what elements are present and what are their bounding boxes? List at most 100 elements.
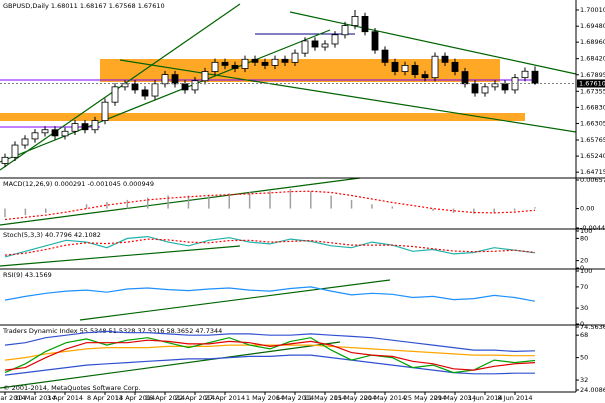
y-tick-label: 0.006574 [580,176,605,184]
candle-body [141,89,149,97]
candle-body [501,83,509,91]
candle-body [351,15,359,26]
candle-body [411,65,419,76]
candle-body [41,129,49,134]
candle-body [311,40,319,48]
candle-body [421,74,429,79]
candle-body [121,83,129,88]
last-price-box [577,79,605,88]
candle-body [191,80,199,91]
x-tick-label: 25 Mar 2014 [0,394,26,402]
pane-title: Traders Dynamic Index 55.5348 51.5328 37… [2,327,222,335]
copyright: © 2001-2014, MetaQuotes Software Corp. [3,384,141,392]
x-tick-label: 22 Apr 2014 [175,394,215,402]
candle-body [291,52,299,63]
y-tick-label: 1.64715 [580,168,605,176]
y-tick-label: 1.70010 [580,6,605,14]
x-tick-label: 13 Apr 2014 [115,394,155,402]
pane-title: RSI(9) 43.1569 [3,271,52,279]
y-tick-label: 74.5636 [580,323,605,331]
y-tick-label: 1.69480 [580,22,605,30]
candle-body [71,123,79,132]
candle-body [1,156,9,164]
x-tick-label: 15 May 2014 [334,394,376,402]
x-tick-label: 11 May 2014 [304,394,346,402]
x-tick-label: 20 May 2014 [364,394,406,402]
indicator-line [4,339,536,371]
candle-body [151,83,159,97]
trend-line [289,11,577,75]
y-tick-label: 1.67355 [580,87,605,95]
y-tick-label: 1.68420 [580,55,605,63]
candle-body [391,61,399,72]
y-tick-label: 0.00 [580,205,594,213]
candle-body [181,83,189,91]
candle-body [451,61,459,72]
overlays [0,3,577,389]
pane-title: MACD(12,26,9) 0.000291 -0.001045 0.00094… [3,180,154,188]
candle-body [221,61,229,66]
candle-body [111,86,119,103]
candle-body [21,138,29,146]
candle-body [361,15,369,33]
y-tick-label: 100 [580,227,592,235]
candle-body [241,58,249,69]
x-tick-label: 29 May 2014 [434,394,476,402]
candle-body [251,58,259,63]
indicator-line [4,354,535,376]
candle-body [91,120,99,131]
pane-title: GBPUSD,Daily 1.68011 1.68167 1.67568 1.6… [3,2,165,10]
x-tick-label: 1 May 2014 [246,394,284,402]
x-tick-label: 30 Mar 2014 [14,394,55,402]
candle-body [101,101,109,121]
candle-body [481,86,489,94]
candle-body [401,65,409,72]
trend-line [0,245,241,267]
candle-body [61,130,69,137]
candle-body [11,144,19,158]
trend-line [0,29,331,163]
trend-line [0,177,361,226]
y-tick-label: 50 [580,354,588,362]
candle-body [231,65,239,69]
last-price-label: 1.67610 [579,79,605,87]
trend-line [0,3,241,171]
candle-body [301,40,309,54]
candle-body [31,132,39,140]
trend-line [79,279,391,321]
y-tick-label: 1.65240 [580,152,605,160]
y-tick-label: 0 [580,264,584,272]
y-tick-label: 1.68960 [580,38,605,46]
x-tick-label: 3 Jun 2014 [468,394,503,402]
x-tick-label: 27 Apr 2014 [205,394,245,402]
trend-line [0,341,341,389]
candle-body [281,58,289,63]
y-tick-label: 1.66305 [580,119,605,127]
x-tick-label: 6 May 2014 [276,394,314,402]
candle-body [341,25,349,36]
candle-body [441,55,449,63]
candle-body [81,123,89,131]
indicator-line [4,238,536,256]
candle-body [331,34,339,45]
candle-body [131,83,139,91]
y-tick-label: 100 [580,267,592,275]
candle-body [201,71,209,82]
candle-body [491,83,499,88]
indicator-line [4,337,536,374]
indicator-line [4,235,536,258]
candle-body [371,31,379,51]
candle-body [471,83,479,94]
indicator-line [4,330,536,353]
candle-body [171,74,179,85]
candle-body [211,61,219,72]
x-tick-label: 25 May 2014 [404,394,446,402]
y-tick-label: 30 [580,304,588,312]
y-tick-label: 80 [580,234,588,242]
y-tick-label: 20 [580,257,588,265]
indicator-line [4,190,536,221]
x-tick-label: 8 Apr 2014 [87,394,123,402]
indicator-line [4,286,536,302]
candle-body [161,74,169,85]
candle-body [461,71,469,85]
